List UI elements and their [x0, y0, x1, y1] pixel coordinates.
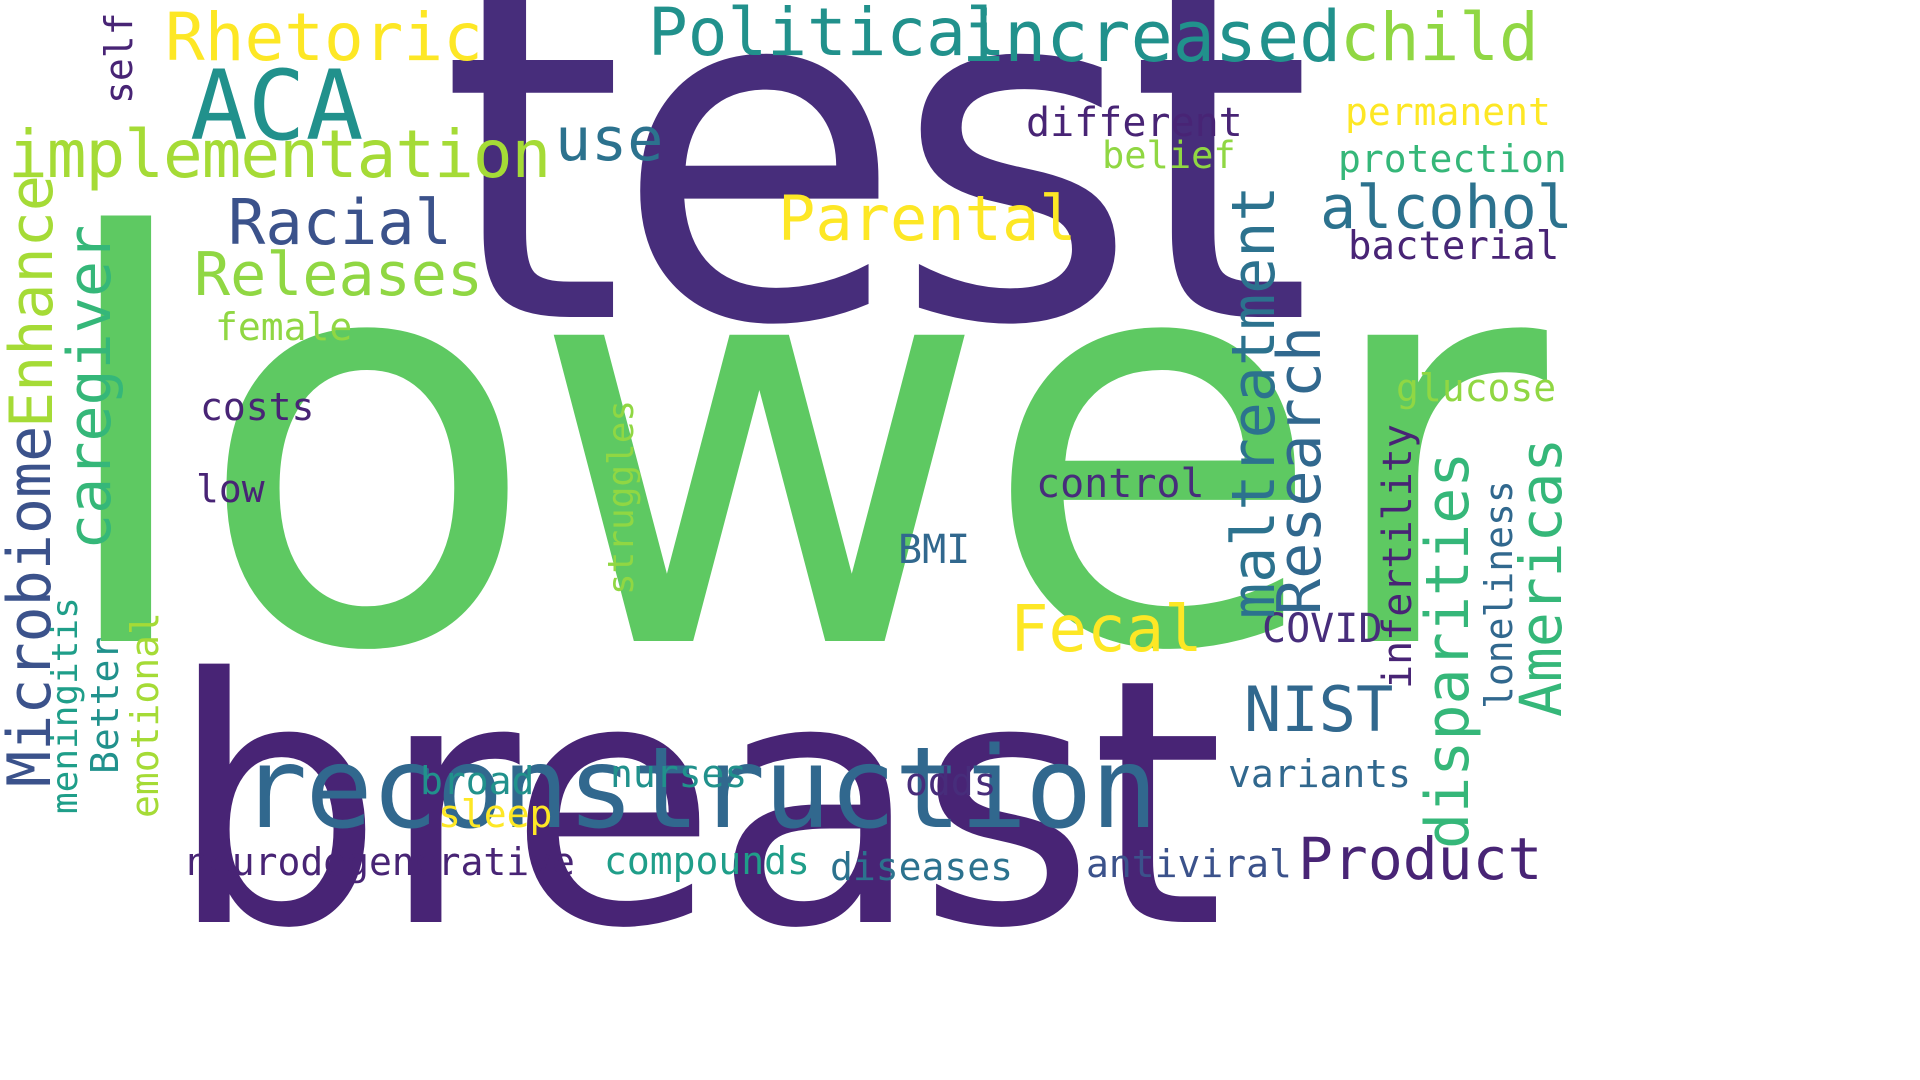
word-americas: Americas	[1507, 437, 1575, 717]
word-child: child	[1340, 0, 1539, 76]
word-female: female	[215, 305, 353, 349]
word-antiviral: antiviral	[1086, 842, 1292, 886]
word-releases: Releases	[194, 240, 483, 310]
word-aca: ACA	[190, 50, 364, 162]
word-political: Political	[648, 0, 1006, 71]
word-covid: COVID	[1262, 606, 1383, 652]
word-nurses: nurses	[610, 752, 748, 796]
word-costs: costs	[200, 385, 315, 429]
word-variants: variants	[1228, 752, 1412, 796]
word-increased: increased	[962, 0, 1342, 78]
word-meningitis: meningitis	[45, 597, 86, 814]
word-racial: Racial	[228, 186, 452, 259]
word-parental: Parental	[778, 182, 1077, 255]
word-bmi: BMI	[898, 527, 971, 573]
word-emotional: emotional	[123, 612, 167, 818]
word-disparities: disparities	[1413, 451, 1483, 849]
word-control: control	[1036, 461, 1205, 507]
word-bacterial: bacterial	[1348, 224, 1560, 269]
word-glucose: glucose	[1396, 366, 1557, 410]
word-fecal: Fecal	[1010, 593, 1203, 667]
word-caregiver: caregiver	[55, 224, 125, 550]
word-implementation: implementation	[8, 116, 551, 193]
word-protection: protection	[1338, 137, 1567, 181]
word-broad: broad	[420, 759, 535, 803]
word-struggles: struggles	[601, 399, 642, 595]
word-infertility: infertility	[1375, 424, 1421, 689]
word-rhetoric: Rhetoric	[165, 0, 483, 76]
word-sleep: sleep	[438, 792, 553, 836]
word-diseases: diseases	[830, 845, 1014, 889]
word-better: Better	[83, 636, 127, 774]
word-reconstruction: reconstruction	[240, 724, 1158, 854]
word-belief: belief	[1102, 134, 1236, 177]
word-compounds: compounds	[604, 839, 810, 883]
word-alcohol: alcohol	[1320, 173, 1573, 243]
word-test: test	[440, 0, 1313, 428]
word-self: self	[97, 12, 141, 104]
word-odds: odds	[905, 760, 997, 804]
word-permanent: permanent	[1345, 90, 1551, 134]
word-low: low	[196, 467, 265, 511]
word-lower: lower	[48, 122, 1547, 774]
word-product: Product	[1298, 825, 1543, 893]
word-breast: breast	[168, 607, 1224, 1003]
word-enhance: Enhance	[0, 175, 67, 428]
word-different: different	[1026, 100, 1243, 146]
word-nist: NIST	[1244, 673, 1394, 746]
word-use: use	[555, 105, 664, 175]
word-research: Research	[1265, 326, 1335, 615]
word-neurodegenerative: neurodegenerative	[186, 840, 575, 884]
